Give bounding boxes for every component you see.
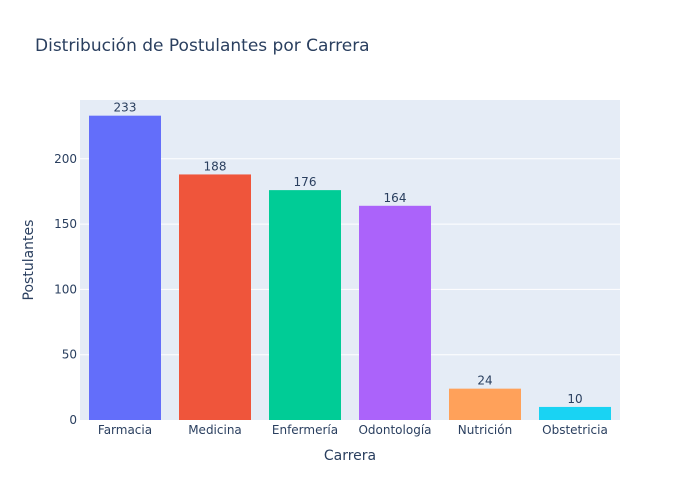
y-tick-label: 50 [62,348,77,362]
bar-value-label: 176 [294,175,317,189]
bar-obstetricia [539,406,611,420]
x-axis-title: Carrera [324,448,376,464]
bar-value-label: 233 [114,101,137,115]
bar-farmacia [89,115,161,421]
y-tick-label: 0 [69,413,77,427]
y-tick-label: 200 [54,152,77,166]
plot-area [80,100,620,420]
x-tick-label: Enfermería [272,423,338,437]
bar-medicina [179,174,251,420]
bar-value-label: 10 [567,392,582,406]
x-tick-label: Medicina [188,423,242,437]
x-tick-label: Nutrición [458,423,512,437]
bar-nutrición [449,388,521,420]
x-axis-ticks: Farmacia Medicina Enfermería Odontología Nut… [98,423,608,437]
x-tick-label: Obstetricia [542,423,608,437]
bar-value-label: 164 [384,191,407,205]
bar-enfermería [269,190,341,420]
chart-title: Distribución de Postulantes por Carrera [35,36,370,56]
x-tick-label: Odontología [358,423,431,437]
bars [89,115,611,421]
bar-value-label: 24 [477,374,492,388]
y-tick-label: 150 [54,217,77,231]
y-tick-label: 100 [54,282,77,296]
bar-value-label: 188 [204,159,227,173]
y-axis-ticks: 0 50 100 150 200 [54,152,77,427]
x-tick-label: Farmacia [98,423,152,437]
y-axis-title: Postulantes [21,220,37,301]
gridlines [80,158,620,356]
bar-value-labels: 233 188 176 164 24 10 [114,101,583,406]
bar-odontología [359,205,431,420]
